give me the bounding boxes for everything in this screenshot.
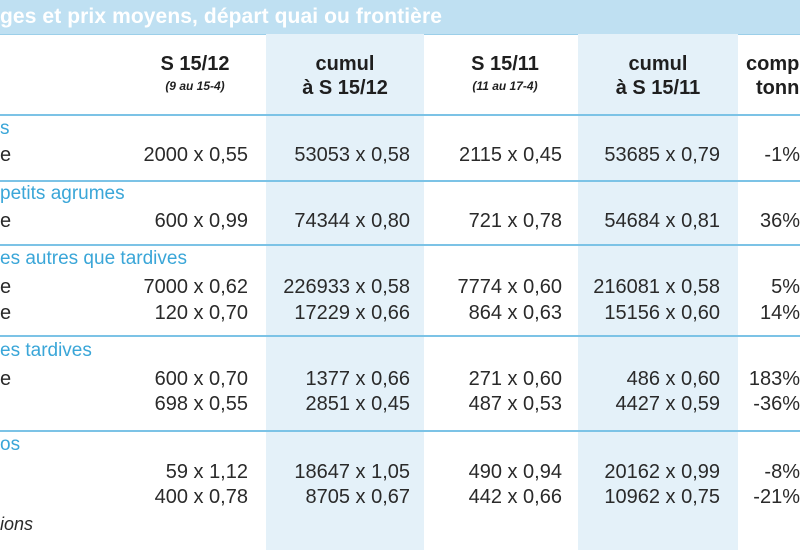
table-cell: 442 x 0,66 — [468, 486, 562, 508]
table-cell: 864 x 0,63 — [468, 302, 562, 324]
table-title-bar: ges et prix moyens, départ quai ou front… — [0, 0, 800, 35]
row-label: e — [0, 302, 12, 324]
col-header-cumul-s15-12: cumul à S 15/12 — [302, 53, 388, 99]
table-cell: 59 x 1,12 — [165, 461, 248, 483]
table-cell: 7000 x 0,62 — [143, 276, 248, 298]
table-cell: 4427 x 0,59 — [615, 393, 720, 415]
table-cell: 15156 x 0,60 — [604, 302, 720, 324]
row-label: e — [0, 144, 12, 166]
col-header-s15-11: S 15/11 (11 au 17-4) — [471, 53, 539, 93]
table-cell: 10962 x 0,75 — [604, 486, 720, 508]
table-cell: 53053 x 0,58 — [294, 144, 410, 166]
table-cell: 14% — [759, 302, 800, 324]
divider — [0, 244, 800, 246]
divider — [0, 180, 800, 182]
table-cell: 7774 x 0,60 — [457, 276, 562, 298]
section-title: os — [0, 434, 21, 455]
table-cell: 54684 x 0,81 — [604, 210, 720, 232]
table-cell: -8% — [764, 461, 800, 483]
table-cell: 183% — [748, 368, 800, 390]
table-cell: 74344 x 0,80 — [294, 210, 410, 232]
table-cell: 486 x 0,60 — [626, 368, 720, 390]
col-header-comparison: comp tonn — [746, 53, 800, 99]
section-title: es tardives — [0, 340, 92, 361]
table-cell: 36% — [759, 210, 800, 232]
table-cell: 2115 x 0,45 — [458, 144, 562, 166]
table-cell: 400 x 0,78 — [154, 486, 248, 508]
row-label: e — [0, 210, 12, 232]
table-cell: 698 x 0,55 — [154, 393, 248, 415]
section-title: s — [0, 118, 10, 139]
row-label: e — [0, 276, 12, 298]
row-label: e — [0, 368, 12, 390]
table-cell: 490 x 0,94 — [468, 461, 562, 483]
table-cell: 1377 x 0,66 — [305, 368, 410, 390]
table-cell: 18647 x 1,05 — [294, 461, 410, 483]
table-cell: 600 x 0,70 — [154, 368, 248, 390]
col-header-s15-12: S 15/12 (9 au 15-4) — [160, 53, 230, 93]
table-cell: 5% — [771, 276, 800, 298]
col-header-cumul-s15-11: cumul à S 15/11 — [615, 53, 701, 99]
section-title: petits agrumes — [0, 183, 125, 204]
table-cell: 271 x 0,60 — [468, 368, 562, 390]
table-cell: 2851 x 0,45 — [305, 393, 410, 415]
cumul-column-shade-1 — [266, 34, 424, 550]
table-cell: -21% — [753, 486, 800, 508]
footnote: ions — [0, 514, 34, 534]
table-cell: -1% — [764, 144, 800, 166]
table-cell: 8705 x 0,67 — [305, 486, 410, 508]
section-title: es autres que tardives — [0, 248, 187, 269]
table-cell: 216081 x 0,58 — [593, 276, 720, 298]
table-cell: 2000 x 0,55 — [143, 144, 248, 166]
table-cell: 600 x 0,99 — [154, 210, 248, 232]
table-cell: 721 x 0,78 — [468, 210, 562, 232]
table-cell: 226933 x 0,58 — [283, 276, 410, 298]
table-cell: 487 x 0,53 — [468, 393, 562, 415]
table-cell: 20162 x 0,99 — [604, 461, 720, 483]
divider — [0, 114, 800, 116]
cumul-column-shade-2 — [578, 34, 738, 550]
table-cell: 120 x 0,70 — [154, 302, 248, 324]
divider — [0, 335, 800, 337]
divider — [0, 430, 800, 432]
table-cell: -36% — [753, 393, 800, 415]
table-title: ges et prix moyens, départ quai ou front… — [0, 5, 442, 28]
table-cell: 17229 x 0,66 — [294, 302, 410, 324]
table-cell: 53685 x 0,79 — [604, 144, 720, 166]
